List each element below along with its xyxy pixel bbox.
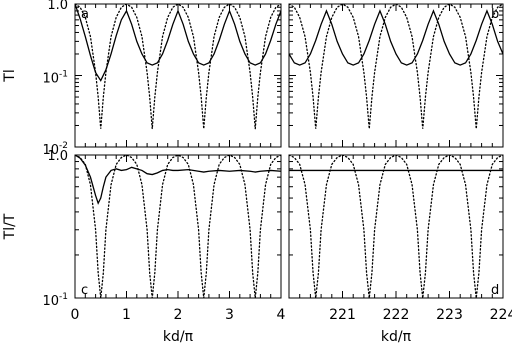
series-dotted-line [75,4,281,129]
y-tick-label: 10-1 [42,70,68,87]
y-axis-label: Tl [2,69,18,82]
panel-label: d [491,283,499,298]
series-solid-line [75,4,281,82]
series-solid-line [75,155,281,205]
panel-d: d 221 222 223 224 kd/π [288,154,512,345]
panel-label: c [81,283,88,298]
y-tick-label: 1.0 [47,149,68,164]
x-tick-label: 0 [71,307,80,323]
x-tick-label: 221 [329,307,356,323]
y-tick-label: 1.0 [47,0,68,13]
panel-b: b [288,3,504,148]
x-tick-label: 1 [122,307,131,323]
panel-label: a [81,7,89,22]
x-tick-label: 224 [490,307,512,323]
panel-label: b [491,7,499,22]
x-tick-label: 3 [225,307,234,323]
y-axis-label: Tl/T [2,213,18,240]
series-solid-line [289,9,503,66]
y-tick-label: 10-1 [42,292,68,309]
series-dotted-line [289,4,503,129]
series-dotted-line [289,155,503,298]
x-tick-label: 222 [383,307,410,323]
y-tick-label: 10-2 [42,141,68,158]
x-tick-label: 2 [174,307,183,323]
x-tick-label: 4 [277,307,286,323]
panel-a: a 1.0 10-1 10-2 Tl [2,0,282,158]
series-dotted-line [75,155,281,298]
panel-c: c 1.0 10-1 Tl/T 0 1 2 3 4 kd/π [2,149,286,345]
x-axis-label: kd/π [381,329,412,345]
x-tick-label: 223 [436,307,463,323]
x-axis-label: kd/π [163,329,194,345]
